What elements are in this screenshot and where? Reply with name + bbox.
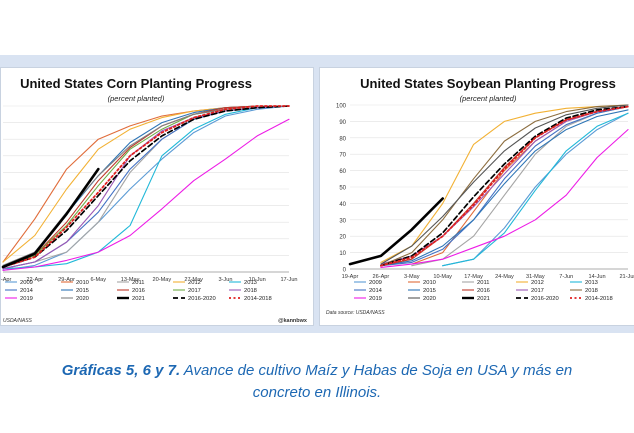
legend-label-2020: 2020 — [76, 296, 89, 302]
legend-label-2009: 2009 — [20, 280, 33, 286]
corn-chart-panel: United States Corn Planting Progress (per… — [0, 67, 314, 326]
x-tick-label: 17-May — [464, 274, 483, 280]
legend-label-2014: 2014 — [369, 288, 383, 294]
legend-label-2021: 2021 — [132, 296, 145, 302]
corn-planting-chart: United States Corn Planting Progress (per… — [1, 76, 308, 324]
credit-tag: @kannbwx — [278, 318, 308, 324]
y-tick-label: 50 — [339, 186, 346, 192]
x-tick-label: 22-Apr — [26, 277, 43, 283]
legend-label-2009: 2009 — [369, 280, 382, 286]
series-line-2020 — [380, 104, 629, 265]
legend-label-2014-2018: 2014-2018 — [244, 296, 272, 302]
legend-label-2012: 2012 — [531, 280, 544, 286]
legend-label-2020: 2020 — [423, 296, 436, 302]
caption-text-2: concreto en Illinois. — [252, 384, 382, 401]
x-tick-label: 15-Apr — [1, 277, 12, 283]
x-tick-label: 29-Apr — [58, 277, 75, 283]
caption-label: Gráficas 5, 6 y 7. — [61, 362, 181, 379]
series-line-2014-2018 — [380, 105, 629, 267]
legend-label-2013: 2013 — [585, 280, 598, 286]
series-line-2018 — [380, 104, 629, 267]
y-tick-label: 0 — [343, 268, 347, 274]
series-line-2019 — [2, 118, 290, 271]
figure-caption-line-1: Gráficas 5, 6 y 7. Avance de cultivo Maí… — [0, 361, 634, 381]
source-note: USDA/NASS — [3, 318, 33, 324]
series-line-2015 — [380, 109, 629, 267]
series-line-2016 — [380, 106, 629, 267]
x-tick-label: 27-May — [184, 277, 203, 283]
x-tick-label: 10-Jun — [249, 277, 266, 283]
caption-text-1: Avance de cultivo Maíz y Habas de Soja e… — [180, 362, 573, 379]
x-tick-label: 21-Jun — [619, 274, 634, 280]
x-tick-label: 3-Jun — [218, 277, 232, 283]
legend-label-2011: 2011 — [477, 280, 489, 286]
series-line-2019 — [380, 129, 629, 268]
figure-caption-line-2: concreto en Illinois. — [0, 383, 634, 403]
series-line-2021 — [348, 197, 444, 266]
x-tick-label: 31-May — [526, 274, 545, 280]
legend-label-2016: 2016 — [132, 288, 145, 294]
legend-label-2015: 2015 — [76, 288, 89, 294]
series-line-2014-2018 — [2, 105, 290, 268]
chart-subtitle: (percent planted) — [460, 94, 517, 103]
y-tick-label: 30 — [339, 218, 346, 224]
legend-label-2018: 2018 — [244, 288, 257, 294]
y-tick-label: 20 — [339, 235, 346, 241]
legend-label-2015: 2015 — [423, 288, 436, 294]
x-tick-label: 20-May — [153, 277, 172, 283]
legend-label-2010: 2010 — [423, 280, 436, 286]
source-note: Data source: USDA/NASS — [326, 310, 385, 316]
series-line-2021 — [1, 167, 100, 269]
legend-label-2014-2018: 2014-2018 — [585, 296, 613, 302]
legend-label-2017: 2017 — [188, 288, 201, 294]
series-line-2015 — [2, 105, 290, 268]
x-tick-label: 24-May — [495, 274, 514, 280]
series-line-2009 — [2, 105, 290, 271]
legend-label-2011: 2011 — [132, 280, 144, 286]
y-tick-label: 100 — [336, 104, 347, 110]
x-tick-label: 14-Jun — [589, 274, 606, 280]
y-tick-label: 60 — [339, 169, 346, 175]
series-line-2013 — [442, 112, 629, 267]
x-tick-label: 19-Apr — [342, 274, 359, 280]
legend-label-2018: 2018 — [585, 288, 598, 294]
legend-label-2017: 2017 — [531, 288, 544, 294]
legend-label-2014: 2014 — [20, 288, 34, 294]
legend-label-2013: 2013 — [244, 280, 257, 286]
series-line-2016-2020 — [2, 105, 290, 268]
soybean-planting-chart: United States Soybean Planting Progress (… — [326, 76, 634, 316]
series-line-2012 — [380, 104, 629, 263]
legend-label-2012: 2012 — [188, 280, 201, 286]
series-line-2016 — [2, 105, 290, 268]
legend-label-2016-2020: 2016-2020 — [531, 296, 559, 302]
chart-title: United States Soybean Planting Progress — [360, 76, 616, 91]
series-line-2018 — [2, 105, 290, 270]
x-tick-label: 26-Apr — [372, 274, 389, 280]
x-tick-label: 13-May — [121, 277, 140, 283]
x-tick-label: 17-Jun — [280, 277, 297, 283]
x-tick-label: 6-May — [91, 277, 107, 283]
x-tick-label: 7-Jun — [559, 274, 573, 280]
chart-subtitle: (percent planted) — [108, 94, 165, 103]
legend-label-2016: 2016 — [477, 288, 490, 294]
legend-label-2019: 2019 — [369, 296, 382, 302]
legend-label-2016-2020: 2016-2020 — [188, 296, 216, 302]
y-tick-label: 80 — [339, 136, 346, 142]
y-tick-label: 70 — [339, 153, 346, 159]
soybean-chart-panel: United States Soybean Planting Progress (… — [319, 67, 634, 326]
legend-label-2019: 2019 — [20, 296, 33, 302]
series-line-2013 — [2, 105, 290, 270]
series-line-2017 — [2, 105, 290, 268]
series-line-2014 — [380, 106, 629, 267]
chart-title: United States Corn Planting Progress — [20, 76, 252, 91]
x-tick-label: 10-May — [433, 274, 452, 280]
y-tick-label: 40 — [339, 202, 346, 208]
y-tick-label: 90 — [339, 120, 346, 126]
legend-label-2021: 2021 — [477, 296, 490, 302]
y-tick-label: 10 — [339, 251, 346, 257]
legend-label-2010: 2010 — [76, 280, 89, 286]
series-line-2016-2020 — [380, 105, 629, 267]
x-tick-label: 3-May — [404, 274, 420, 280]
